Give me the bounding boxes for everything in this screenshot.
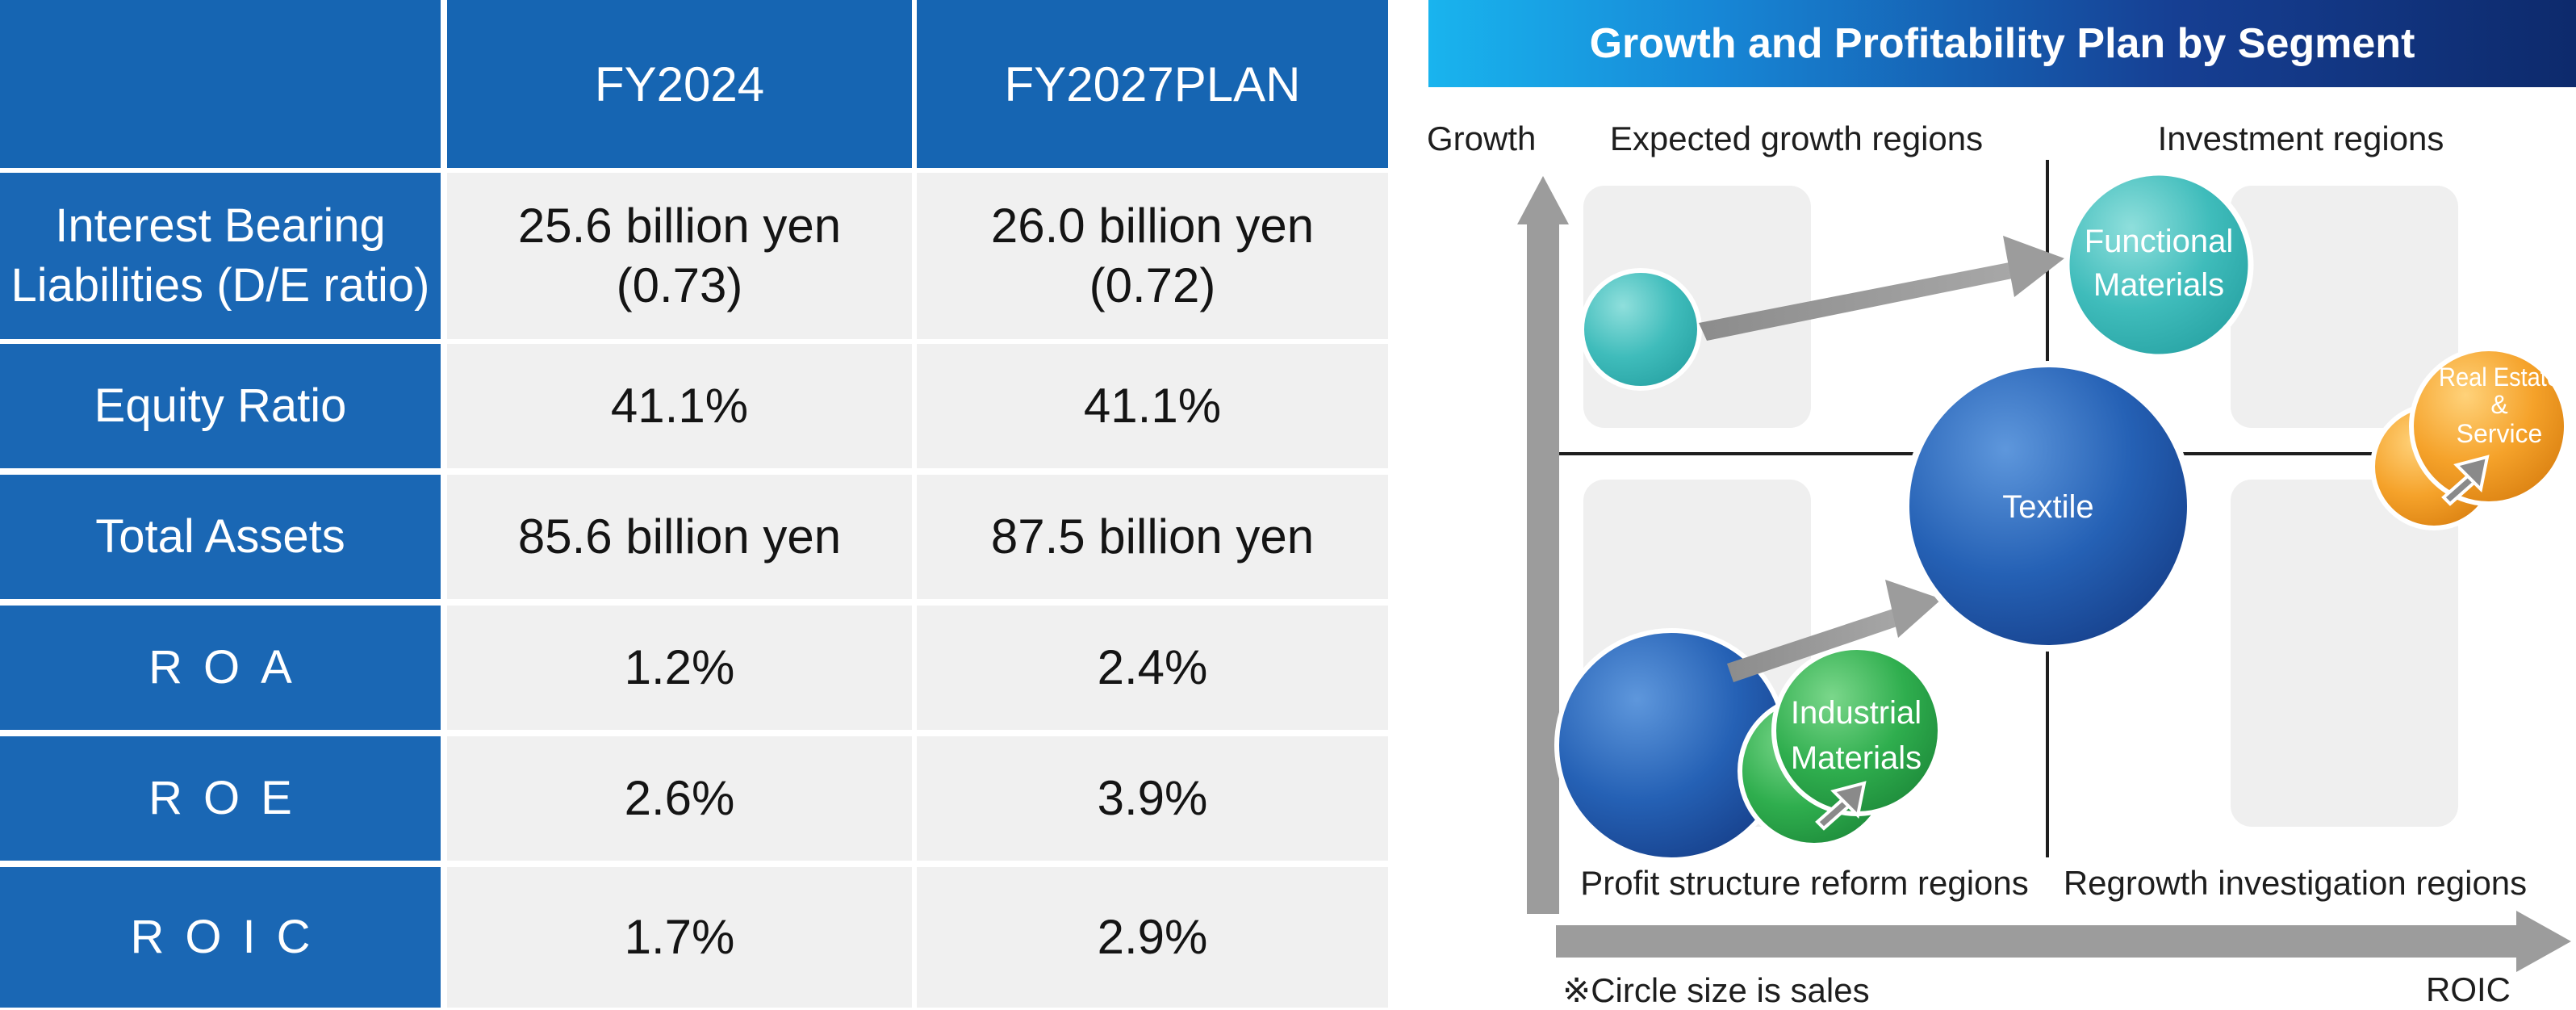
circle-functional-materials-current [1579,268,1702,391]
label-functional-materials-line2: Materials [2093,267,2224,303]
row-label-roa: ROA [0,606,441,730]
arrow-real-estate-improve [2441,455,2490,506]
value-fy2024-total-assets: 85.6 billion yen [447,475,912,599]
header-fy2027-plan: FY2027PLAN [917,0,1388,168]
quadrant-label-regrowth: Regrowth investigation regions [2063,864,2528,902]
label-real-estate-line2: & [2490,390,2507,419]
label-industrial-materials-line2: Materials [1791,740,1922,776]
value-fy2027-interest-bearing: 26.0 billion yen (0.72) [917,173,1388,339]
value-fy2027-roa: 2.4% [917,606,1388,730]
roic-axis-label: ROIC [2426,970,2511,1008]
value-fy2024-roe: 2.6% [447,736,912,861]
value-line: (0.73) [616,258,743,312]
value-fy2024-roa: 1.2% [447,606,912,730]
circle-real-estate-plan [2409,346,2569,506]
value-line: (0.72) [1089,258,1216,312]
growth-axis-arrow [1517,176,1569,914]
diagram-graphic: Functional Materials Textile Industrial … [1517,160,2571,972]
value-fy2027-roic: 2.9% [917,867,1388,1008]
circle-functional-materials-plan [2064,170,2254,360]
quadrant-label-expected-growth: Expected growth regions [1609,119,1984,157]
row-label-line: Interest Bearing [55,199,386,252]
quadrant-label-investment: Investment regions [2157,119,2444,157]
value-line: 26.0 billion yen [990,199,1315,253]
roic-axis-arrow [1556,911,2571,972]
header-double-divider [442,0,445,168]
arrow-industrial-improve [1815,781,1867,831]
label-real-estate-line3: Service [2457,419,2543,448]
arrow-textile-growth [1727,580,1942,682]
value-fy2024-interest-bearing: 25.6 billion yen (0.73) [447,173,912,339]
arrow-functional-growth [1699,236,2064,341]
header-fy2024: FY2024 [447,0,912,168]
quadrant-label-profit-reform: Profit structure reform regions [1580,864,2029,902]
value-fy2024-equity-ratio: 41.1% [447,344,912,468]
value-fy2027-equity-ratio: 41.1% [917,344,1388,468]
row-label-roe: ROE [0,736,441,861]
row-label-total-assets: Total Assets [0,475,441,599]
row-label-interest-bearing: Interest Bearing Liabilities (D/E ratio) [0,173,441,339]
label-functional-materials-line1: Functional [2085,224,2234,259]
financial-table: FY2024 FY2027PLAN Interest Bearing Liabi… [0,0,1388,1008]
segment-plan-diagram: Growth and Profitability Plan by Segment [1404,0,2576,1009]
circle-textile-plan [1903,361,2193,652]
footnote-circle-size: ※Circle size is sales [1562,971,1870,1009]
quadrant-bottom-right-bg [2231,480,2458,827]
label-textile: Textile [2002,489,2093,525]
quadrant-top-right-bg [2231,186,2458,428]
row-label-equity-ratio: Equity Ratio [0,344,441,468]
value-fy2027-roe: 3.9% [917,736,1388,861]
diagram-title: Growth and Profitability Plan by Segment [1428,0,2576,87]
label-industrial-materials-line1: Industrial [1791,695,1922,731]
row-label-roic: ROIC [0,867,441,1008]
row-label-line: Liabilities (D/E ratio) [10,259,430,312]
label-real-estate-line1: Real Estate [2439,363,2560,392]
header-corner-cell [0,0,441,168]
growth-axis-label: Growth [1427,119,1537,157]
value-line: 25.6 billion yen [517,199,842,253]
value-fy2024-roic: 1.7% [447,867,912,1008]
value-fy2027-total-assets: 87.5 billion yen [917,475,1388,599]
